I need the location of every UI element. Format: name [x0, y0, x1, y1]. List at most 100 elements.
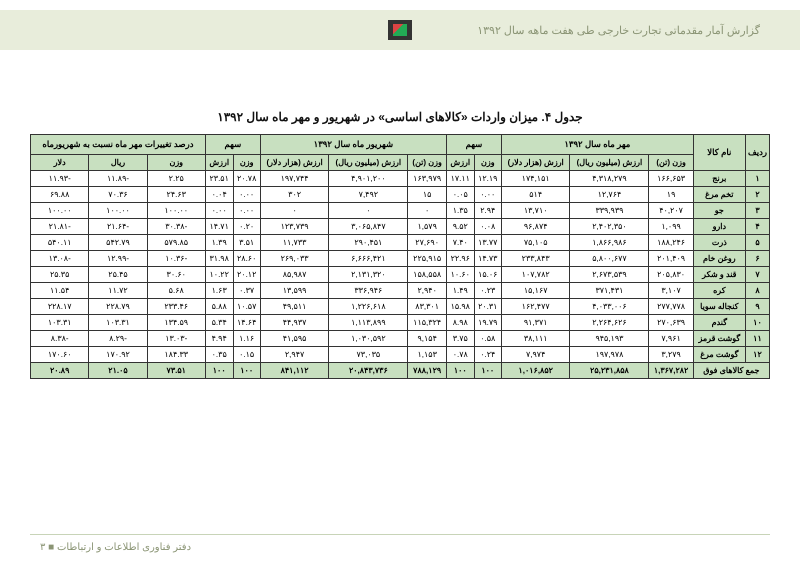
cell-value: -۱۱.۹۳ — [31, 171, 89, 187]
cell-value: ۰.۲۳ — [474, 283, 501, 299]
cell-value: ۱۰.۲۲ — [205, 267, 233, 283]
totals-row: جمع کالاهای فوق۱,۳۶۷,۲۸۲۲۵,۲۳۱,۸۵۸۱,۰۱۶,… — [31, 363, 770, 379]
cell-name: تخم مرغ — [693, 187, 745, 203]
cell-name: گندم — [693, 315, 745, 331]
cell-value: ۰.۲۰ — [233, 219, 260, 235]
cell-value: ۲۰.۳۱ — [474, 299, 501, 315]
totals-value: ۲۰,۸۴۳,۷۳۶ — [329, 363, 408, 379]
cell-value: ۳۰.۶۰ — [147, 267, 205, 283]
cell-value: ۷,۴۹۲ — [329, 187, 408, 203]
totals-value: ۷۸۸,۱۲۹ — [408, 363, 447, 379]
cell-value: ۲۰.۷۸ — [233, 171, 260, 187]
cell-value: ۲۷۷,۷۷۸ — [649, 299, 693, 315]
totals-value: ۱۰۰ — [233, 363, 260, 379]
col-n: دلار — [31, 155, 89, 171]
cell-value: ۴۱,۵۹۵ — [260, 331, 329, 347]
cell-value: ۲۲.۹۶ — [446, 251, 474, 267]
cell-value: ۹۴۵,۱۹۳ — [570, 331, 649, 347]
cell-value: ۱۸۴.۳۳ — [147, 347, 205, 363]
imports-table: ردیف نام کالا مهر ماه سال ۱۳۹۲ سهم شهریو… — [30, 134, 770, 379]
col-f: وزن (تن) — [408, 155, 447, 171]
cell-value: ۵.۶۸ — [147, 283, 205, 299]
col-a: وزن (تن) — [649, 155, 693, 171]
cell-value: ۲۰۵,۸۳۰ — [649, 267, 693, 283]
cell-value: ۹۱,۳۷۱ — [501, 315, 570, 331]
totals-value: ۲۰.۸۹ — [31, 363, 89, 379]
cell-value: -۱۱.۸۹ — [89, 171, 147, 187]
cell-value: ۲,۲۶۴,۶۲۶ — [570, 315, 649, 331]
cell-value: ۶,۶۶۶,۴۲۱ — [329, 251, 408, 267]
cell-value: ۲۳۳.۴۶ — [147, 299, 205, 315]
cell-value: ۱۷۰.۹۲ — [89, 347, 147, 363]
cell-value: ۰.۰۵ — [446, 187, 474, 203]
cell-value: ۱۵.۰۶ — [474, 267, 501, 283]
cell-value: ۱۲۳,۷۳۹ — [260, 219, 329, 235]
cell-value: ۱,۸۶۶,۹۸۶ — [570, 235, 649, 251]
cell-value: ۱۱,۷۳۳ — [260, 235, 329, 251]
table-row: ۸کره۳,۱۰۷۳۷۱,۴۳۱۱۵,۱۶۷۰.۲۳۱.۴۹۲,۹۴۰۳۳۶,۹… — [31, 283, 770, 299]
table-wrapper: ردیف نام کالا مهر ماه سال ۱۳۹۲ سهم شهریو… — [0, 134, 800, 379]
cell-value: ۰.۱۵ — [233, 347, 260, 363]
cell-value: ۱,۵۷۹ — [408, 219, 447, 235]
cell-value: ۱۰۰.۰۰ — [147, 203, 205, 219]
cell-value: ۱.۱۶ — [233, 331, 260, 347]
cell-value: ۱۲.۱۹ — [474, 171, 501, 187]
table-row: ۱برنج۱۶۶,۶۵۳۴,۳۱۸,۲۷۹۱۷۴,۱۵۱۱۲.۱۹۱۷.۱۱۱۶… — [31, 171, 770, 187]
table-row: ۱۱گوشت قرمز۷,۹۶۱۹۴۵,۱۹۳۳۸,۱۱۱۰.۵۸۳.۷۵۹,۱… — [31, 331, 770, 347]
cell-value: -۸.۲۹ — [89, 331, 147, 347]
cell-value: ۱,۲۲۶,۶۱۸ — [329, 299, 408, 315]
cell-value: ۵.۳۴ — [205, 315, 233, 331]
col-m: ریال — [89, 155, 147, 171]
table-row: ۴دارو۱,۰۹۹۲,۴۰۲,۳۵۰۹۶,۸۷۴۰.۰۸۹.۵۲۱,۵۷۹۳,… — [31, 219, 770, 235]
cell-value: ۳۰۲ — [260, 187, 329, 203]
group-share1: سهم — [446, 135, 501, 155]
cell-idx: ۷ — [745, 267, 769, 283]
cell-value: ۱۸۸,۲۴۶ — [649, 235, 693, 251]
cell-value: ۰ — [329, 203, 408, 219]
footer-divider — [30, 534, 770, 535]
cell-value: ۲۲۵,۹۱۵ — [408, 251, 447, 267]
col-j: وزن — [233, 155, 260, 171]
cell-value: ۷۵,۱۰۵ — [501, 235, 570, 251]
cell-value: ۱۰۰.۰۰ — [89, 203, 147, 219]
cell-value: ۲,۹۴۷ — [260, 347, 329, 363]
cell-value: ۴۴,۹۳۷ — [260, 315, 329, 331]
col-b: ارزش (میلیون ریال) — [570, 155, 649, 171]
totals-value: ۱۰۰ — [205, 363, 233, 379]
cell-value: ۰.۵۸ — [474, 331, 501, 347]
cell-value: ۷۰.۳۶ — [89, 187, 147, 203]
col-l: وزن — [147, 155, 205, 171]
group-mehr: مهر ماه سال ۱۳۹۲ — [501, 135, 693, 155]
cell-value: ۱۰۳.۳۱ — [31, 315, 89, 331]
cell-name: قند و شکر — [693, 267, 745, 283]
cell-value: ۱۳.۷۷ — [474, 235, 501, 251]
cell-value: ۲۰۱,۴۰۹ — [649, 251, 693, 267]
col-h: ارزش (هزار دلار) — [260, 155, 329, 171]
header-band: گزارش آمار مقدماتی تجارت خارجی طی هفت ما… — [0, 10, 800, 50]
cell-idx: ۶ — [745, 251, 769, 267]
cell-value: ۱۳۴.۵۹ — [147, 315, 205, 331]
cell-value: ۱,۱۱۳,۸۹۹ — [329, 315, 408, 331]
cell-value: ۳.۷۵ — [446, 331, 474, 347]
cell-value: ۱۶۳,۹۷۹ — [408, 171, 447, 187]
cell-value: ۱۵ — [408, 187, 447, 203]
cell-value: ۹,۱۵۴ — [408, 331, 447, 347]
cell-value: ۳,۲۷۹ — [649, 347, 693, 363]
cell-value: ۱,۰۹۹ — [649, 219, 693, 235]
cell-value: ۱۶۶,۶۵۳ — [649, 171, 693, 187]
cell-idx: ۹ — [745, 299, 769, 315]
col-name: نام کالا — [693, 135, 745, 171]
cell-value: ۱۳,۵۹۹ — [260, 283, 329, 299]
cell-value: ۱۰.۶۰ — [446, 267, 474, 283]
cell-value: ۰.۰۰ — [474, 187, 501, 203]
cell-value: ۰.۷۸ — [446, 347, 474, 363]
cell-value: ۵۱۴ — [501, 187, 570, 203]
cell-value: ۷۳,۰۳۵ — [329, 347, 408, 363]
totals-value: ۸۴۱,۱۱۲ — [260, 363, 329, 379]
cell-name: گوشت مرغ — [693, 347, 745, 363]
cell-value: ۲.۹۴ — [474, 203, 501, 219]
cell-value: ۰ — [260, 203, 329, 219]
sub-header-row: وزن (تن) ارزش (میلیون ریال) ارزش (هزار د… — [31, 155, 770, 171]
cell-value: ۱۷.۱۱ — [446, 171, 474, 187]
cell-value: ۲,۹۴۰ — [408, 283, 447, 299]
